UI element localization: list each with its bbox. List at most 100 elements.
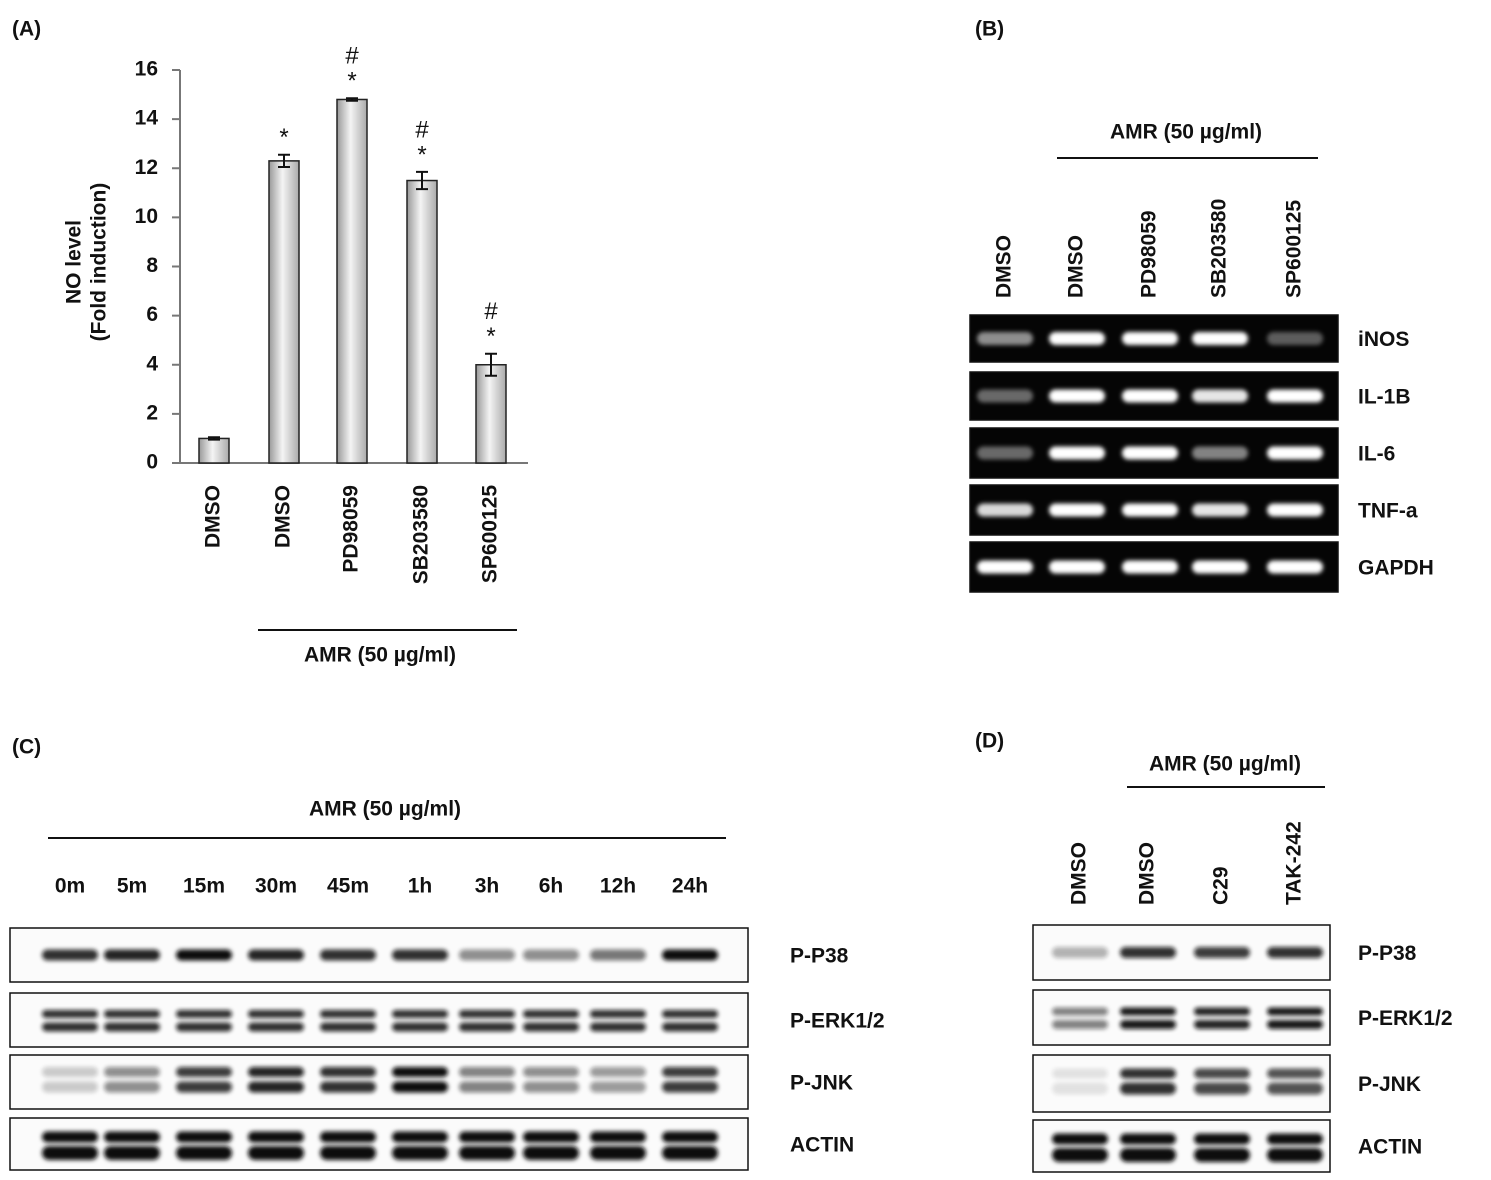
band: [104, 1131, 160, 1143]
band: [1120, 1148, 1176, 1162]
band: [1267, 1020, 1323, 1029]
band: [248, 1067, 304, 1077]
band: [662, 1022, 718, 1032]
x-tick-label: PD98059: [340, 485, 363, 573]
band: [1049, 503, 1105, 517]
y-tick-label: 12: [135, 156, 158, 179]
band: [977, 389, 1033, 403]
band: [392, 1131, 448, 1143]
band: [1052, 1007, 1108, 1016]
error-bar: [346, 97, 358, 102]
row-label: iNOS: [1358, 328, 1409, 351]
band: [104, 949, 160, 961]
panel-label: (C): [12, 736, 41, 759]
band: [590, 949, 646, 961]
row-label: P-JNK: [790, 1072, 853, 1095]
band: [42, 949, 98, 961]
y-tick-label: 14: [135, 107, 159, 130]
band: [1192, 560, 1248, 574]
row-label: GAPDH: [1358, 557, 1434, 580]
band: [320, 1067, 376, 1077]
band: [1194, 1020, 1250, 1029]
band: [590, 1010, 646, 1018]
x-tick-label: DMSO: [272, 485, 295, 548]
row-label: ACTIN: [790, 1134, 854, 1157]
x-tick-label: SB203580: [410, 485, 433, 584]
band: [459, 1022, 515, 1032]
lane-label: 6h: [539, 875, 564, 898]
band: [320, 949, 376, 961]
band: [176, 1131, 232, 1143]
y-tick-label: 10: [135, 205, 158, 228]
band: [104, 1081, 160, 1093]
significance-marker: #: [345, 43, 359, 70]
band: [1049, 332, 1105, 345]
band: [320, 1081, 376, 1093]
x-tick-label: SP600125: [479, 485, 502, 583]
band: [977, 332, 1033, 345]
group-label: AMR (50 µg/ml): [309, 798, 461, 821]
band: [1049, 560, 1105, 574]
lane-label: TAK-242: [1283, 821, 1306, 905]
lane-label: SP600125: [1283, 200, 1306, 298]
band: [42, 1022, 98, 1032]
x-tick-label: DMSO: [202, 485, 225, 548]
lane-label: 12h: [600, 875, 636, 898]
band: [104, 1067, 160, 1077]
band: [104, 1010, 160, 1018]
lane-label: 24h: [672, 875, 708, 898]
band: [1120, 947, 1176, 958]
band: [1267, 1007, 1323, 1016]
band: [1192, 389, 1248, 403]
band: [523, 1022, 579, 1032]
band: [590, 1131, 646, 1143]
lane-label: 30m: [255, 875, 297, 898]
band: [1194, 1007, 1250, 1016]
band: [1052, 1148, 1108, 1162]
blot-strip: [9, 992, 749, 1048]
band: [176, 1067, 232, 1077]
significance-marker: *: [417, 141, 426, 168]
lane-label: 1h: [408, 875, 433, 898]
band: [662, 1146, 718, 1160]
band: [1049, 446, 1105, 460]
band: [1120, 1068, 1176, 1079]
lane-label: PD98059: [1138, 210, 1161, 298]
band: [176, 1022, 232, 1032]
bar: [475, 364, 507, 464]
band: [523, 1081, 579, 1093]
band: [392, 1067, 448, 1077]
y-tick-label: 4: [146, 352, 158, 375]
error-bar: [208, 436, 220, 441]
band: [248, 1010, 304, 1018]
y-tick-label: 16: [135, 58, 158, 81]
lane-label: SB203580: [1208, 199, 1231, 298]
band: [42, 1010, 98, 1018]
error-bar: [485, 352, 497, 377]
band: [662, 1131, 718, 1143]
band: [459, 1131, 515, 1143]
lane-label: C29: [1210, 866, 1233, 905]
band: [392, 1022, 448, 1032]
panel-label: (A): [12, 18, 41, 41]
band: [1267, 1082, 1323, 1095]
lane-label: 3h: [475, 875, 500, 898]
row-label: P-JNK: [1358, 1073, 1421, 1096]
group-label: AMR (50 µg/ml): [1149, 753, 1301, 776]
band: [590, 1067, 646, 1077]
band: [1122, 389, 1178, 403]
band: [1192, 446, 1248, 460]
band: [1052, 1068, 1108, 1079]
band: [1049, 389, 1105, 403]
row-label: P-P38: [790, 945, 849, 968]
band: [320, 1022, 376, 1032]
significance-marker: #: [484, 298, 498, 325]
lane-label: DMSO: [1136, 842, 1159, 905]
band: [523, 1146, 579, 1160]
error-bar: [278, 153, 290, 169]
lane-label: 0m: [55, 875, 85, 898]
band: [662, 949, 718, 961]
row-label: IL-1B: [1358, 386, 1411, 409]
band: [977, 446, 1033, 460]
